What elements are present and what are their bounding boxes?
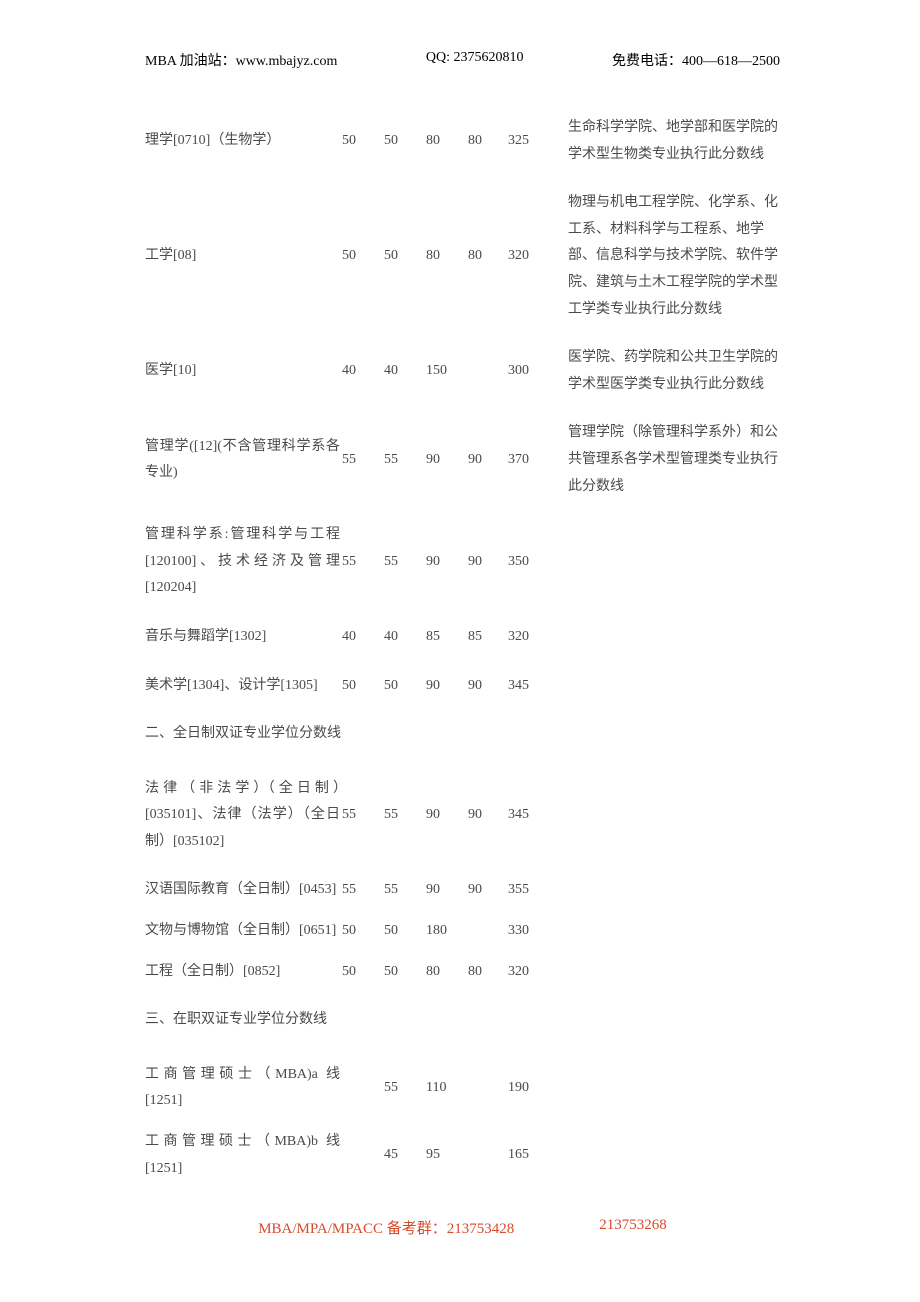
remark-cell: 医学院、药学院和公共卫生学院的学术型医学类专业执行此分数线 <box>556 345 780 398</box>
table-row: 文物与博物馆（全日制）[0651]5050180330 <box>145 918 780 945</box>
score-cell: 55 <box>382 802 424 829</box>
score-cell: 95 <box>424 1142 466 1169</box>
score-cell: 50 <box>340 128 382 155</box>
table-row: 汉语国际教育（全日制）[0453]55559090355 <box>145 877 780 904</box>
footer-right: 213753268 <box>599 1217 667 1238</box>
total-cell: 350 <box>508 549 556 576</box>
table-row: 管理学([12](不含管理科学系各专业)55559090370管理学院（除管理科… <box>145 420 780 500</box>
score-cell: 90 <box>466 549 508 576</box>
score-cell: 55 <box>382 549 424 576</box>
score-cell: 90 <box>424 802 466 829</box>
score-cell: 180 <box>424 918 466 945</box>
score-cell: 50 <box>340 918 382 945</box>
score-cell: 50 <box>382 918 424 945</box>
page-header: MBA 加油站：www.mbajyz.com QQ: 2375620810 免费… <box>145 50 780 70</box>
subject-cell: 汉语国际教育（全日制）[0453] <box>145 877 340 904</box>
subject-cell: 工程（全日制）[0852] <box>145 959 340 986</box>
score-cell: 80 <box>466 128 508 155</box>
total-cell: 355 <box>508 877 556 904</box>
score-cell: 55 <box>382 1075 424 1102</box>
score-cell: 50 <box>382 243 424 270</box>
table-row: 医学[10]4040150300医学院、药学院和公共卫生学院的学术型医学类专业执… <box>145 345 780 398</box>
table-row: 美术学[1304]、设计学[1305]50509090345 <box>145 673 780 700</box>
score-cell: 90 <box>424 549 466 576</box>
score-cell: 50 <box>340 243 382 270</box>
header-mid: QQ: 2375620810 <box>426 50 524 70</box>
subject-cell: 工商管理硕士（MBA)a 线[1251] <box>145 1062 340 1115</box>
page-footer: MBA/MPA/MPACC 备考群：213753428 213753268 <box>145 1217 780 1238</box>
score-cell: 55 <box>382 877 424 904</box>
subject-cell: 美术学[1304]、设计学[1305] <box>145 673 340 700</box>
score-cell: 40 <box>382 358 424 385</box>
score-cell: 90 <box>424 877 466 904</box>
score-cell: 90 <box>424 673 466 700</box>
score-cell: 50 <box>382 673 424 700</box>
score-cell: 45 <box>382 1142 424 1169</box>
score-cell: 55 <box>340 877 382 904</box>
header-left: MBA 加油站：www.mbajyz.com <box>145 50 337 70</box>
subject-cell: 医学[10] <box>145 358 340 385</box>
total-cell: 345 <box>508 673 556 700</box>
score-cell: 40 <box>340 358 382 385</box>
score-cell: 50 <box>340 959 382 986</box>
score-cell: 80 <box>424 128 466 155</box>
subject-cell: 管理科学系:管理科学与工程[120100] 、 技 术 经 济 及 管 理[12… <box>145 522 340 602</box>
total-cell: 330 <box>508 918 556 945</box>
score-cell: 55 <box>340 802 382 829</box>
score-cell: 55 <box>340 549 382 576</box>
score-table: 理学[0710]（生物学）50508080325生命科学学院、地学部和医学院的学… <box>145 115 780 1182</box>
total-cell: 300 <box>508 358 556 385</box>
table-row: 理学[0710]（生物学）50508080325生命科学学院、地学部和医学院的学… <box>145 115 780 168</box>
total-cell: 190 <box>508 1075 556 1102</box>
score-cell: 80 <box>466 959 508 986</box>
score-cell: 85 <box>466 624 508 651</box>
total-cell: 320 <box>508 243 556 270</box>
score-cell: 90 <box>466 802 508 829</box>
score-cell: 50 <box>340 673 382 700</box>
subject-cell: 工学[08] <box>145 243 340 270</box>
subject-cell: 法 律 （ 非 法 学 ）（ 全 日 制 ）[035101]、法律（法学）（全日… <box>145 776 340 856</box>
subject-cell: 管理学([12](不含管理科学系各专业) <box>145 434 340 487</box>
remark-cell: 生命科学学院、地学部和医学院的学术型生物类专业执行此分数线 <box>556 115 780 168</box>
total-cell: 320 <box>508 624 556 651</box>
subject-cell: 音乐与舞蹈学[1302] <box>145 624 340 651</box>
subject-cell: 文物与博物馆（全日制）[0651] <box>145 918 340 945</box>
total-cell: 345 <box>508 802 556 829</box>
score-cell: 90 <box>466 877 508 904</box>
table-row: 音乐与舞蹈学[1302]40408585320 <box>145 624 780 651</box>
footer-left: MBA/MPA/MPACC 备考群：213753428 <box>258 1217 514 1238</box>
table-row: 工学[08]50508080320物理与机电工程学院、化学系、化工系、材料科学与… <box>145 190 780 323</box>
section2-title: 二、全日制双证专业学位分数线 <box>145 721 780 748</box>
subject-cell: 工商管理硕士（MBA)b 线[1251] <box>145 1129 340 1182</box>
score-cell: 90 <box>466 447 508 474</box>
subject-cell: 理学[0710]（生物学） <box>145 128 340 155</box>
total-cell: 370 <box>508 447 556 474</box>
remark-cell: 管理学院（除管理科学系外）和公共管理系各学术型管理类专业执行此分数线 <box>556 420 780 500</box>
score-cell: 80 <box>424 243 466 270</box>
score-cell: 90 <box>424 447 466 474</box>
header-right: 免费电话：400—618—2500 <box>612 50 780 70</box>
total-cell: 320 <box>508 959 556 986</box>
score-cell: 55 <box>382 447 424 474</box>
total-cell: 325 <box>508 128 556 155</box>
score-cell: 85 <box>424 624 466 651</box>
table-row: 工商管理硕士（MBA)b 线[1251] 4595 165 <box>145 1129 780 1182</box>
score-cell: 40 <box>382 624 424 651</box>
total-cell: 165 <box>508 1142 556 1169</box>
score-cell: 80 <box>424 959 466 986</box>
table-row: 工商管理硕士（MBA)a 线[1251] 55110 190 <box>145 1062 780 1115</box>
score-cell: 55 <box>340 447 382 474</box>
table-row: 管理科学系:管理科学与工程[120100] 、 技 术 经 济 及 管 理[12… <box>145 522 780 602</box>
score-cell: 150 <box>424 358 466 385</box>
score-cell: 80 <box>466 243 508 270</box>
remark-cell: 物理与机电工程学院、化学系、化工系、材料科学与工程系、地学部、信息科学与技术学院… <box>556 190 780 323</box>
score-cell: 110 <box>424 1075 466 1102</box>
section3-title: 三、在职双证专业学位分数线 <box>145 1007 780 1034</box>
score-cell: 40 <box>340 624 382 651</box>
score-cell: 90 <box>466 673 508 700</box>
score-cell: 50 <box>382 959 424 986</box>
table-row: 工程（全日制）[0852]50508080320 <box>145 959 780 986</box>
score-cell: 50 <box>382 128 424 155</box>
table-row: 法 律 （ 非 法 学 ）（ 全 日 制 ）[035101]、法律（法学）（全日… <box>145 776 780 856</box>
